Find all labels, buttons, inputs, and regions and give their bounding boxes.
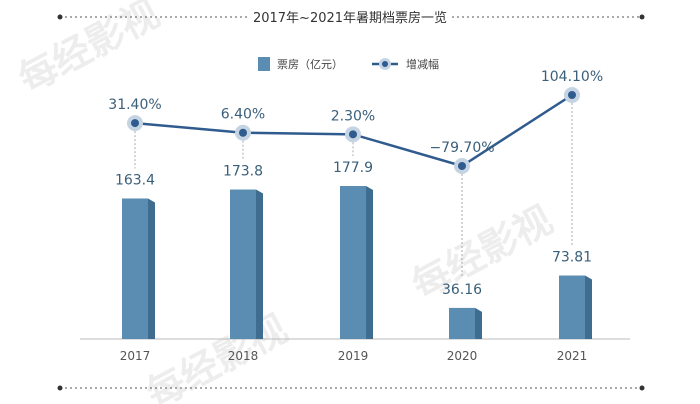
- watermark-1: 每经影视: [11, 0, 166, 101]
- legend-bar-swatch: [258, 57, 270, 71]
- legend-line-label: 增减幅: [406, 57, 439, 71]
- bar-2017: [122, 198, 148, 339]
- growth-line-series: [127, 87, 580, 174]
- bar-2020: [449, 307, 475, 339]
- growth-marker-2018: [239, 128, 247, 137]
- growth-label-2021: 104.10%: [541, 69, 603, 85]
- data-labels: 163.4 31.40% 173.8 6.40% 177.9 2.30% 36.16 −79.…: [108, 69, 603, 298]
- watermark-3: 每经影视: [139, 306, 294, 404]
- x-axis-ticks: 2017 2018 2019 2020 2021: [120, 349, 588, 363]
- bar-side-2019: [366, 186, 373, 339]
- bottom-divider-left-dot: [57, 385, 63, 391]
- x-tick-2019: 2019: [338, 349, 369, 363]
- bar-2019: [340, 186, 366, 339]
- bar-side-2017: [148, 198, 155, 339]
- bar-2021: [559, 275, 585, 339]
- connector-lines: [134, 103, 573, 278]
- bar-value-label-2017: 163.4: [115, 172, 155, 188]
- growth-marker-2017: [131, 119, 139, 128]
- growth-marker-2019: [349, 130, 357, 139]
- chart-title: 2017年~2021年暑期档票房一览: [253, 10, 447, 26]
- bar-value-label-2020: 36.16: [442, 282, 482, 298]
- bar-side-2021: [585, 275, 592, 339]
- growth-marker-2021: [568, 91, 576, 99]
- title-divider-left-dot: [57, 14, 63, 20]
- bar-2018: [230, 189, 256, 339]
- growth-marker-2020: [458, 162, 466, 170]
- title-divider-right-dot: [639, 14, 645, 20]
- growth-label-2020: −79.70%: [429, 140, 494, 156]
- legend-line-marker: [382, 61, 388, 67]
- legend: 票房（亿元） 增减幅: [258, 57, 439, 71]
- growth-label-2018: 6.40%: [221, 107, 265, 123]
- bar-value-label-2019: 177.9: [333, 160, 373, 176]
- x-tick-2021: 2021: [557, 349, 588, 363]
- x-tick-2017: 2017: [120, 349, 151, 363]
- legend-bar-label: 票房（亿元）: [277, 58, 343, 71]
- bottom-divider-right-dot: [639, 385, 645, 391]
- bar-series: [122, 186, 592, 339]
- bar-value-label-2021: 73.81: [552, 250, 592, 266]
- x-tick-2018: 2018: [228, 349, 259, 363]
- watermark-2: 每经影视: [405, 197, 560, 307]
- bar-side-2020: [475, 307, 482, 339]
- x-tick-2020: 2020: [447, 349, 478, 363]
- bar-value-label-2018: 173.8: [223, 164, 263, 180]
- bar-side-2018: [256, 189, 263, 339]
- growth-label-2019: 2.30%: [331, 108, 375, 124]
- growth-label-2017: 31.40%: [108, 97, 161, 113]
